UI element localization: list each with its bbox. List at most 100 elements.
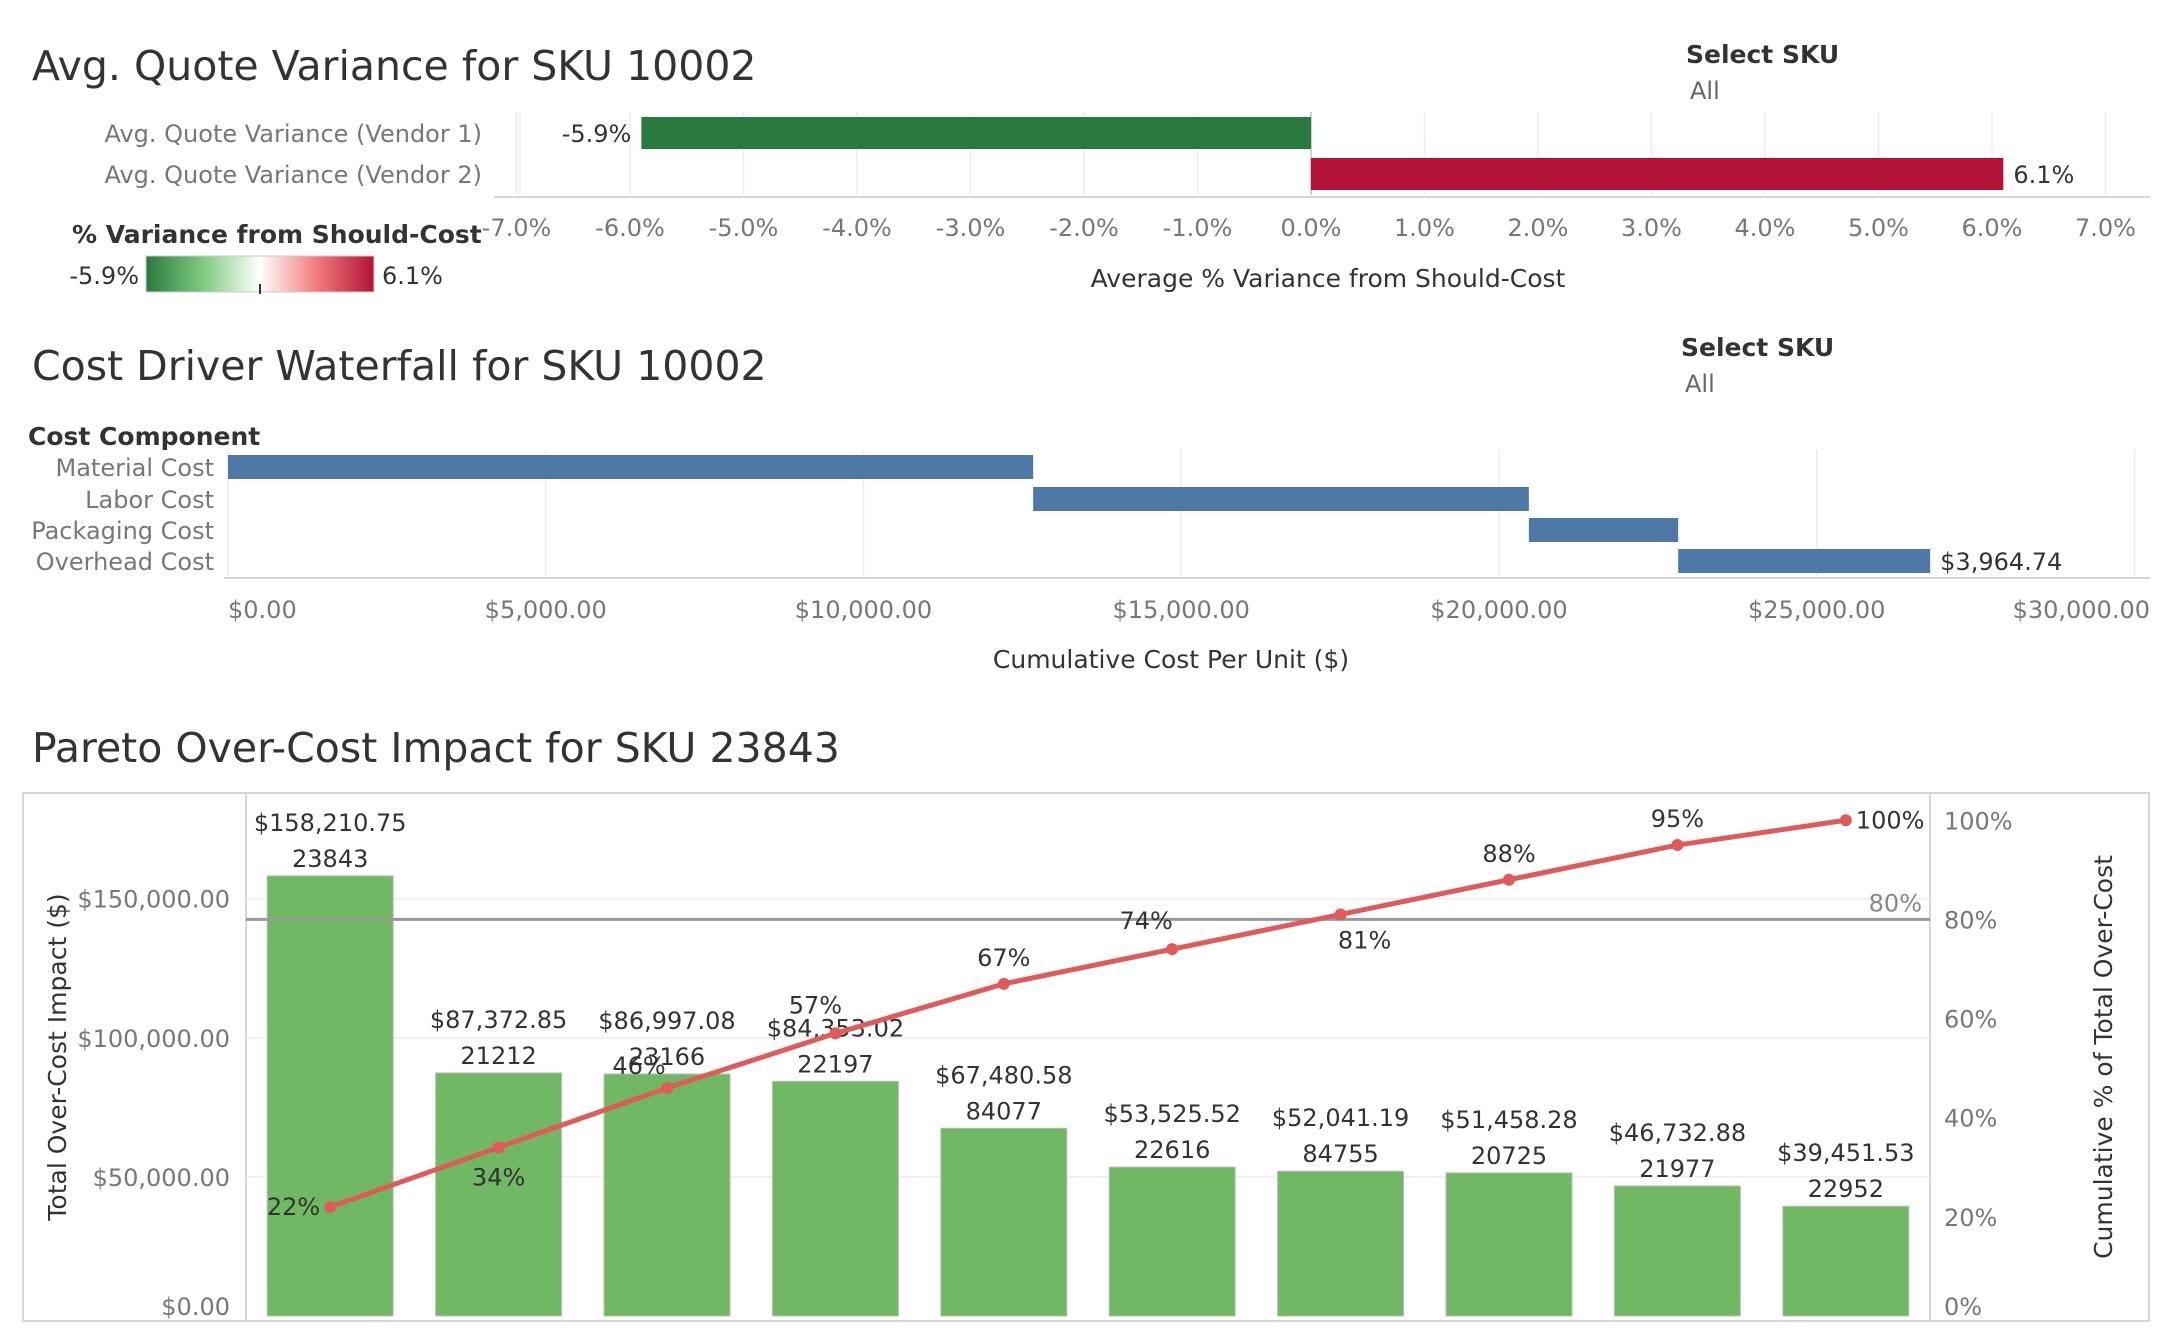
legend-title: % Variance from Should-Cost — [72, 220, 482, 249]
waterfall-bar — [1678, 549, 1931, 573]
pareto-cumulative-point — [1671, 839, 1684, 852]
pareto-value-label: $53,525.52 — [1103, 1100, 1240, 1128]
waterfall-sku-filter-value[interactable]: All — [1685, 370, 1715, 398]
pareto-reference-label: 80% — [1869, 889, 1922, 917]
pareto-y2-tick-label: 80% — [1944, 906, 1997, 934]
pareto-title: Pareto Over-Cost Impact for SKU 23843 — [32, 724, 840, 772]
pareto-category-label: 84077 — [966, 1097, 1042, 1125]
variance-x-tick-label: 4.0% — [1735, 214, 1796, 242]
pareto-bar — [940, 1127, 1068, 1317]
pareto-cumulative-point — [1503, 873, 1515, 886]
variance-x-tick-label: 2.0% — [1508, 214, 1569, 242]
pareto-cumulative-point — [324, 1200, 337, 1213]
pareto-value-label: $51,458.28 — [1440, 1106, 1577, 1134]
variance-color-legend: % Variance from Should-Cost -5.9% 6.1% — [69, 220, 482, 294]
waterfall-bar — [228, 455, 1034, 479]
pareto-value-label: $67,480.58 — [935, 1061, 1072, 1089]
pareto-category-label: 22952 — [1808, 1175, 1884, 1203]
pareto-cumulative-point — [661, 1081, 673, 1094]
waterfall-category-label: Packaging Cost — [31, 517, 214, 545]
pareto-frame — [22, 792, 2150, 1322]
variance-bar — [1311, 158, 2004, 190]
waterfall-x-tick-label: $15,000.00 — [1113, 596, 1250, 624]
pareto-y2-tick-label: 0% — [1944, 1293, 1982, 1321]
pareto-value-label: $46,732.88 — [1609, 1119, 1746, 1147]
variance-bar — [641, 117, 1311, 149]
variance-x-tick-label: -1.0% — [1163, 214, 1233, 242]
pareto-cumulative-label: 88% — [1482, 840, 1535, 868]
waterfall-bars: $3,964.74 — [228, 455, 2062, 576]
pareto-bar — [1277, 1170, 1405, 1317]
pareto-y2-tick-label: 100% — [1944, 807, 2013, 835]
variance-x-tick-label: 6.0% — [1962, 214, 2023, 242]
pareto-y2-axis-title: Cumulative % of Total Over-Cost — [2089, 855, 2118, 1259]
pareto-category-label: 21212 — [460, 1042, 536, 1070]
pareto-bar — [266, 875, 394, 1317]
pareto-cumulative-point — [829, 1027, 842, 1040]
pareto-bars: $158,210.75 23843 $87,372.85 21212 $86,997.0… — [254, 809, 1915, 1317]
variance-section: Avg. Quote Variance for SKU 10002 Select… — [32, 40, 2150, 294]
variance-category-label: Avg. Quote Variance (Vendor 1) — [104, 120, 482, 148]
pareto-value-label: $52,041.19 — [1272, 1104, 1409, 1132]
legend-max-label: 6.1% — [382, 262, 443, 290]
pareto-cumulative-point — [1839, 814, 1852, 827]
pareto-cumulative-point — [997, 977, 1010, 990]
pareto-cumulative-label: 81% — [1338, 926, 1391, 954]
waterfall-title: Cost Driver Waterfall for SKU 10002 — [32, 342, 767, 390]
pareto-category-label: 20725 — [1471, 1142, 1547, 1170]
variance-x-tick-label: -7.0% — [482, 214, 552, 242]
waterfall-category-labels: Material Cost Labor Cost Packaging Cost Ove… — [31, 454, 214, 576]
waterfall-x-tick-label: $25,000.00 — [1748, 596, 1885, 624]
pareto-y-tick-label: $100,000.00 — [77, 1025, 230, 1053]
variance-x-tick-label: -2.0% — [1049, 214, 1119, 242]
pareto-bar — [435, 1072, 563, 1317]
waterfall-x-tick-label: $20,000.00 — [1430, 596, 1567, 624]
pareto-bar — [771, 1080, 899, 1317]
variance-bars: -5.9% 6.1% — [562, 117, 2074, 190]
legend-min-label: -5.9% — [69, 262, 139, 290]
variance-x-tick-label: 1.0% — [1394, 214, 1455, 242]
variance-x-ticks: -7.0% -6.0% -5.0% -4.0% -3.0% -2.0% -1.0% 0.0% 1… — [482, 214, 2136, 242]
variance-x-tick-label: -6.0% — [595, 214, 665, 242]
pareto-cumulative-label: 100% — [1856, 806, 1925, 834]
pareto-cumulative-label: 95% — [1651, 805, 1704, 833]
pareto-cumulative-label: 74% — [1120, 907, 1173, 935]
variance-x-tick-label: 7.0% — [2075, 214, 2136, 242]
waterfall-bar — [1528, 518, 1679, 542]
variance-x-axis-title: Average % Variance from Should-Cost — [1091, 264, 1566, 293]
waterfall-category-label: Labor Cost — [85, 486, 214, 514]
variance-x-tick-label: 0.0% — [1281, 214, 1342, 242]
pareto-y2-tick-label: 20% — [1944, 1204, 1997, 1232]
pareto-cumulative-label: 34% — [472, 1163, 525, 1191]
pareto-y-ticks: $0.00 $50,000.00 $100,000.00 $150,000.00 — [77, 886, 230, 1321]
waterfall-x-tick-label: $5,000.00 — [485, 596, 607, 624]
pareto-cumulative-line: 22% 34% 46% 57% 67% 74% 81% 88% 95% 100% — [267, 805, 1925, 1221]
waterfall-end-label: $3,964.74 — [1940, 548, 2062, 576]
pareto-y-tick-label: $0.00 — [161, 1293, 230, 1321]
pareto-cumulative-point — [1166, 943, 1179, 956]
pareto-bar — [1445, 1172, 1573, 1317]
pareto-bar — [1613, 1185, 1741, 1317]
waterfall-bar — [1033, 487, 1529, 511]
pareto-cumulative-point — [1334, 908, 1347, 921]
variance-category-label: Avg. Quote Variance (Vendor 2) — [104, 161, 482, 189]
pareto-y-tick-label: $50,000.00 — [93, 1164, 230, 1192]
pareto-y-tick-label: $150,000.00 — [77, 886, 230, 914]
pareto-cumulative-polyline — [329, 817, 1847, 1210]
waterfall-x-axis-title: Cumulative Cost Per Unit ($) — [993, 645, 1349, 674]
waterfall-section: Cost Driver Waterfall for SKU 10002 Sele… — [28, 333, 2150, 674]
pareto-cumulative-label: 46% — [612, 1052, 665, 1080]
pareto-value-label: $39,451.53 — [1777, 1139, 1914, 1167]
pareto-section: Pareto Over-Cost Impact for SKU 23843 $0… — [22, 724, 2150, 1322]
waterfall-x-tick-label: $0.00 — [228, 596, 297, 624]
variance-data-label: -5.9% — [562, 120, 632, 148]
pareto-cumulative-point — [492, 1141, 505, 1154]
pareto-bar — [603, 1073, 731, 1317]
pareto-y2-tick-label: 60% — [1944, 1006, 1997, 1034]
pareto-category-label: 23843 — [292, 845, 368, 873]
pareto-category-label: 22197 — [797, 1050, 873, 1078]
variance-x-tick-label: 3.0% — [1621, 214, 1682, 242]
variance-sku-filter-value[interactable]: All — [1690, 77, 1720, 105]
waterfall-category-label: Material Cost — [56, 454, 214, 482]
pareto-category-label: 84755 — [1302, 1140, 1378, 1168]
